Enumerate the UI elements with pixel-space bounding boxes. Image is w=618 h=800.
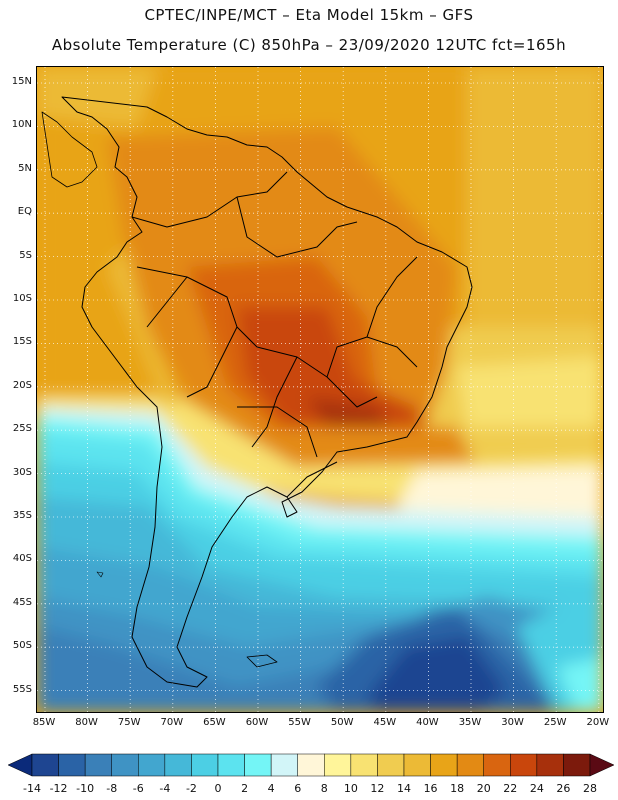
colorbar-label: -10 bbox=[76, 782, 95, 795]
latitude-label: 15N bbox=[11, 76, 32, 87]
colorbar-label: 4 bbox=[267, 782, 275, 795]
longitude-label: 45W bbox=[373, 717, 397, 728]
colorbar-max-arrow bbox=[589, 753, 615, 777]
latitude-label: 15S bbox=[12, 336, 32, 348]
colorbar-segment bbox=[536, 753, 564, 777]
colorbar-segment bbox=[483, 753, 511, 777]
colorbar-label: 2 bbox=[241, 782, 249, 795]
latitude-label: 40S bbox=[12, 553, 32, 565]
longitude-label: 85W bbox=[32, 717, 56, 728]
colorbar-segment bbox=[510, 753, 538, 777]
longitude-label: 35W bbox=[458, 717, 482, 728]
colorbar-label: 16 bbox=[423, 782, 438, 795]
colorbar-segment bbox=[456, 753, 484, 777]
colorbar-label: 22 bbox=[503, 782, 518, 795]
colorbar-label: -2 bbox=[185, 782, 197, 795]
longitude-label: 75W bbox=[117, 717, 141, 728]
colorbar-segment bbox=[430, 753, 458, 777]
latitude-label: 45S bbox=[12, 596, 32, 608]
colorbar-label: 10 bbox=[343, 782, 358, 795]
longitude-label: 65W bbox=[203, 717, 226, 728]
colorbar-label: -12 bbox=[49, 782, 68, 795]
colorbar-segment bbox=[31, 753, 59, 777]
colorbar-segment bbox=[58, 753, 86, 777]
colorbar-segment bbox=[244, 753, 272, 777]
latitude-label: 55S bbox=[12, 683, 32, 695]
colorbar-label: -8 bbox=[106, 782, 118, 795]
color-scale-bar bbox=[7, 753, 615, 777]
colorbar-segment bbox=[563, 753, 591, 777]
colorbar-segment bbox=[297, 753, 325, 777]
colorbar-label: -6 bbox=[132, 782, 144, 795]
longitude-label: 50W bbox=[330, 717, 354, 728]
colorbar-segment bbox=[350, 753, 378, 777]
colorbar-segment bbox=[217, 753, 245, 777]
colorbar-segment bbox=[324, 753, 352, 777]
colorbar-label: 0 bbox=[214, 782, 222, 795]
colorbar-segment bbox=[377, 753, 405, 777]
longitude-label: 80W bbox=[75, 717, 98, 728]
colorbar-segment bbox=[270, 753, 298, 777]
colorbar-segment bbox=[84, 753, 112, 777]
latitude-label: 10N bbox=[11, 119, 32, 131]
latitude-label: 5S bbox=[19, 249, 32, 261]
chart-title-line-1: CPTEC/INPE/MCT – Eta Model 15km – GFS bbox=[144, 6, 474, 24]
colorbar-label: 6 bbox=[294, 782, 302, 795]
longitude-label: 40W bbox=[416, 717, 439, 728]
latitude-label: 20S bbox=[12, 379, 32, 391]
colorbar-segment bbox=[403, 753, 431, 777]
longitude-label: 70W bbox=[160, 717, 184, 728]
colorbar-segment bbox=[164, 753, 192, 777]
latitude-label: 10S bbox=[12, 293, 32, 304]
temperature-map bbox=[36, 66, 604, 713]
colorbar-label: -4 bbox=[159, 782, 171, 795]
latitude-label: 30S bbox=[12, 466, 32, 478]
colorbar-segment bbox=[191, 753, 219, 777]
colorbar-label: 28 bbox=[583, 782, 597, 795]
chart-title-line-2: Absolute Temperature (C) 850hPa – 23/09/… bbox=[51, 36, 567, 54]
colorbar-segment bbox=[111, 753, 139, 777]
colorbar-label: 12 bbox=[370, 782, 385, 795]
latitude-label: 35S bbox=[12, 510, 32, 521]
longitude-label: 30W bbox=[501, 717, 524, 728]
longitude-label: 25W bbox=[543, 717, 567, 728]
colorbar-label: 26 bbox=[556, 782, 571, 795]
colorbar-label: 18 bbox=[450, 782, 465, 795]
colorbar-label: 24 bbox=[529, 782, 544, 795]
colorbar-label: 8 bbox=[320, 782, 328, 795]
colorbar-label: 20 bbox=[476, 782, 491, 795]
colorbar-min-arrow bbox=[7, 753, 33, 777]
latitude-label: 25S bbox=[12, 423, 32, 435]
colorbar-label: 14 bbox=[397, 782, 411, 795]
longitude-label: 20W bbox=[586, 717, 610, 728]
longitude-label: 60W bbox=[245, 717, 269, 728]
latitude-label: 5N bbox=[18, 162, 32, 174]
colorbar-label: -14 bbox=[23, 782, 41, 795]
latitude-label: EQ bbox=[17, 206, 32, 218]
latitude-label: 50S bbox=[12, 640, 32, 652]
longitude-label: 55W bbox=[288, 717, 311, 728]
colorbar-segment bbox=[138, 753, 166, 777]
